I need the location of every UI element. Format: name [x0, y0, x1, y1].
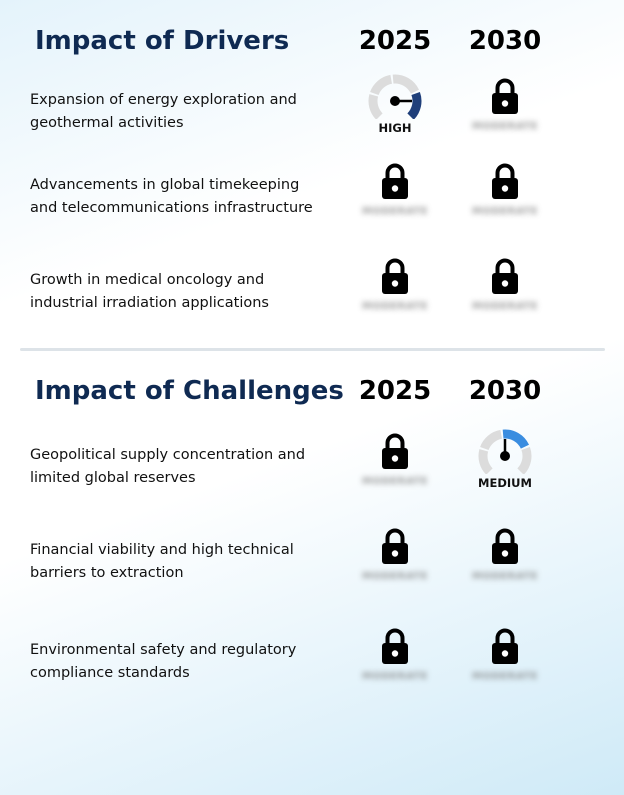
gauge-icon [478, 429, 532, 474]
challenge-impact-2025[interactable]: MODERATE [340, 432, 450, 512]
driver-impact-2025[interactable]: MODERATE [340, 257, 450, 337]
challenges-year-2025: 2025 [358, 376, 432, 406]
locked-impact-placeholder: MODERATE [472, 571, 538, 582]
gauge-segment [478, 449, 493, 474]
lock-icon [380, 257, 410, 295]
lock-icon [380, 432, 410, 470]
driver-impact-2025: HIGH [340, 74, 450, 157]
locked-impact-placeholder: MODERATE [362, 671, 428, 682]
challenge-impact-2030[interactable]: MODERATE [450, 627, 560, 707]
lock-icon [490, 162, 520, 200]
driver-impact-2030[interactable]: MODERATE [450, 162, 560, 242]
gauge-segment [502, 429, 530, 449]
driver-impact-2030[interactable]: MODERATE [450, 77, 560, 157]
lock-icon [490, 527, 520, 565]
drivers-year-2030: 2030 [468, 26, 542, 56]
driver-row: Advancements in global timekeeping and t… [0, 163, 624, 264]
locked-impact-placeholder: MODERATE [362, 476, 428, 487]
challenges-year-2030: 2030 [468, 376, 542, 406]
driver-impact-2030[interactable]: MODERATE [450, 257, 560, 337]
locked-impact-placeholder: MODERATE [362, 206, 428, 217]
challenge-label: Environmental safety and regulatory comp… [30, 642, 297, 681]
gauge-segment [368, 94, 383, 119]
driver-row: Expansion of energy exploration and geot… [0, 74, 624, 179]
gauge-segment [407, 91, 422, 119]
impact-level-label: HIGH [378, 121, 412, 135]
challenges-title: Impact of Challenges [35, 376, 344, 406]
locked-impact-placeholder: MODERATE [472, 121, 538, 132]
challenge-impact-2030[interactable]: MODERATE [450, 527, 560, 607]
driver-row: Growth in medical oncology and industria… [0, 258, 624, 359]
driver-label: Expansion of energy exploration and geot… [30, 92, 297, 131]
lock-icon [490, 77, 520, 115]
challenge-impact-2030: MEDIUM [450, 429, 560, 512]
driver-label: Advancements in global timekeeping and t… [30, 177, 313, 216]
locked-impact-placeholder: MODERATE [362, 571, 428, 582]
gauge-segment [517, 446, 532, 474]
challenge-row: Financial viability and high technical b… [0, 528, 624, 629]
lock-icon [490, 257, 520, 295]
gauge-hub [500, 451, 510, 461]
locked-impact-placeholder: MODERATE [472, 206, 538, 217]
challenge-impact-2025[interactable]: MODERATE [340, 527, 450, 607]
gauge-segment [370, 74, 393, 96]
gauge-segment [392, 74, 420, 94]
locked-impact-placeholder: MODERATE [472, 301, 538, 312]
challenge-label: Financial viability and high technical b… [30, 542, 294, 581]
locked-impact-placeholder: MODERATE [362, 301, 428, 312]
gauge-segment [480, 429, 503, 451]
challenge-impact-2025[interactable]: MODERATE [340, 627, 450, 707]
lock-icon [380, 527, 410, 565]
challenge-row: Geopolitical supply concentration and li… [0, 429, 624, 534]
impact-level-label: MEDIUM [478, 476, 532, 490]
drivers-year-2025: 2025 [358, 26, 432, 56]
section-divider [20, 348, 605, 351]
gauge-icon [368, 74, 422, 119]
drivers-title: Impact of Drivers [35, 26, 290, 56]
challenge-row: Environmental safety and regulatory comp… [0, 628, 624, 729]
challenge-label: Geopolitical supply concentration and li… [30, 447, 306, 486]
driver-label: Growth in medical oncology and industria… [30, 272, 269, 311]
lock-icon [490, 627, 520, 665]
lock-icon [380, 627, 410, 665]
gauge-hub [390, 96, 400, 106]
driver-impact-2025[interactable]: MODERATE [340, 162, 450, 242]
lock-icon [380, 162, 410, 200]
locked-impact-placeholder: MODERATE [472, 671, 538, 682]
